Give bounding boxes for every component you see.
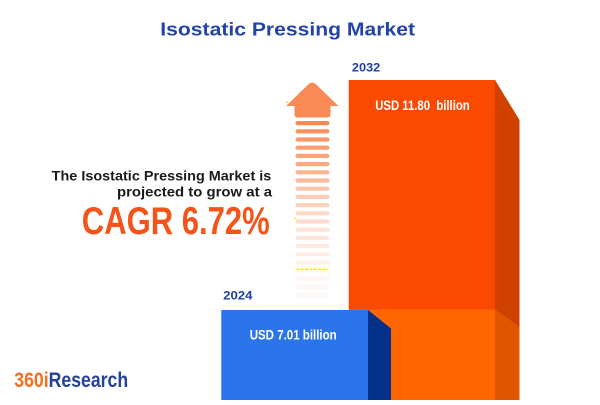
svg-text:2024: 2024 bbox=[223, 289, 253, 303]
svg-text:USD 11.80 billion: USD 11.80 billion bbox=[375, 97, 470, 113]
svg-text:360iResearch: 360iResearch bbox=[14, 369, 128, 392]
svg-text:projected to grow at a: projected to grow at a bbox=[117, 183, 272, 199]
svg-text:USD 7.01 billion: USD 7.01 billion bbox=[250, 327, 337, 343]
svg-text:Isostatic Pressing Market: Isostatic Pressing Market bbox=[160, 19, 415, 39]
svg-text:The Isostatic Pressing Market: The Isostatic Pressing Market is bbox=[52, 168, 272, 184]
svg-text:2032: 2032 bbox=[352, 60, 381, 74]
svg-text:CAGR 6.72%: CAGR 6.72% bbox=[82, 200, 270, 243]
